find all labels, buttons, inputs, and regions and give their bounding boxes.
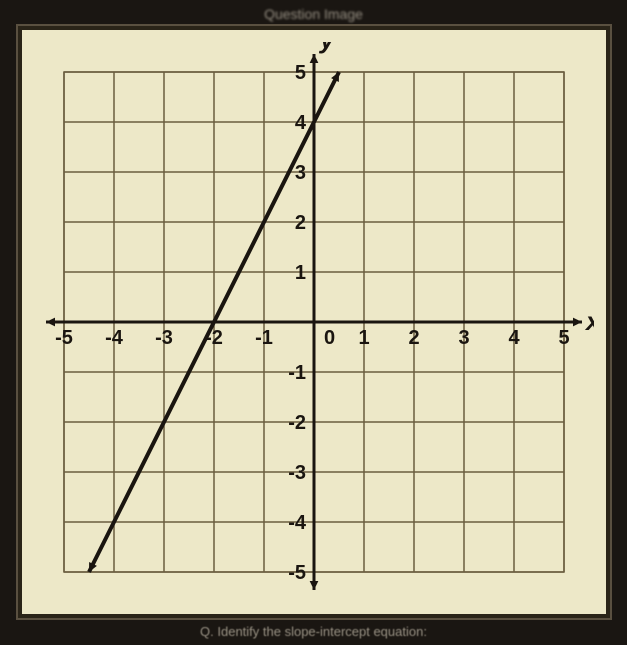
svg-text:5: 5 bbox=[294, 62, 305, 84]
svg-text:-3: -3 bbox=[155, 327, 173, 349]
svg-text:1: 1 bbox=[358, 327, 369, 349]
header-text: Question Image bbox=[264, 6, 363, 22]
svg-text:4: 4 bbox=[294, 112, 306, 134]
svg-text:2: 2 bbox=[294, 212, 305, 234]
svg-text:-2: -2 bbox=[288, 412, 306, 434]
chart-plot-area: -5-4-3-2-1012345-5-4-3-2-112345yx bbox=[34, 42, 594, 602]
svg-text:-3: -3 bbox=[288, 462, 306, 484]
svg-text:0: 0 bbox=[324, 327, 335, 349]
svg-text:-1: -1 bbox=[255, 327, 273, 349]
svg-text:3: 3 bbox=[458, 327, 469, 349]
svg-text:x: x bbox=[584, 306, 594, 336]
svg-text:2: 2 bbox=[408, 327, 419, 349]
svg-text:-4: -4 bbox=[105, 327, 124, 349]
svg-text:-1: -1 bbox=[288, 362, 306, 384]
svg-text:4: 4 bbox=[508, 327, 520, 349]
chart-container: -5-4-3-2-1012345-5-4-3-2-112345yx bbox=[18, 26, 610, 618]
footer-question: Q. Identify the slope-intercept equation… bbox=[200, 624, 427, 639]
svg-text:5: 5 bbox=[558, 327, 569, 349]
svg-text:3: 3 bbox=[294, 162, 305, 184]
chart-svg: -5-4-3-2-1012345-5-4-3-2-112345yx bbox=[34, 42, 594, 602]
svg-text:-5: -5 bbox=[288, 562, 306, 584]
svg-text:-4: -4 bbox=[288, 512, 307, 534]
svg-text:y: y bbox=[318, 42, 336, 54]
svg-text:-5: -5 bbox=[55, 327, 73, 349]
svg-text:1: 1 bbox=[294, 262, 305, 284]
